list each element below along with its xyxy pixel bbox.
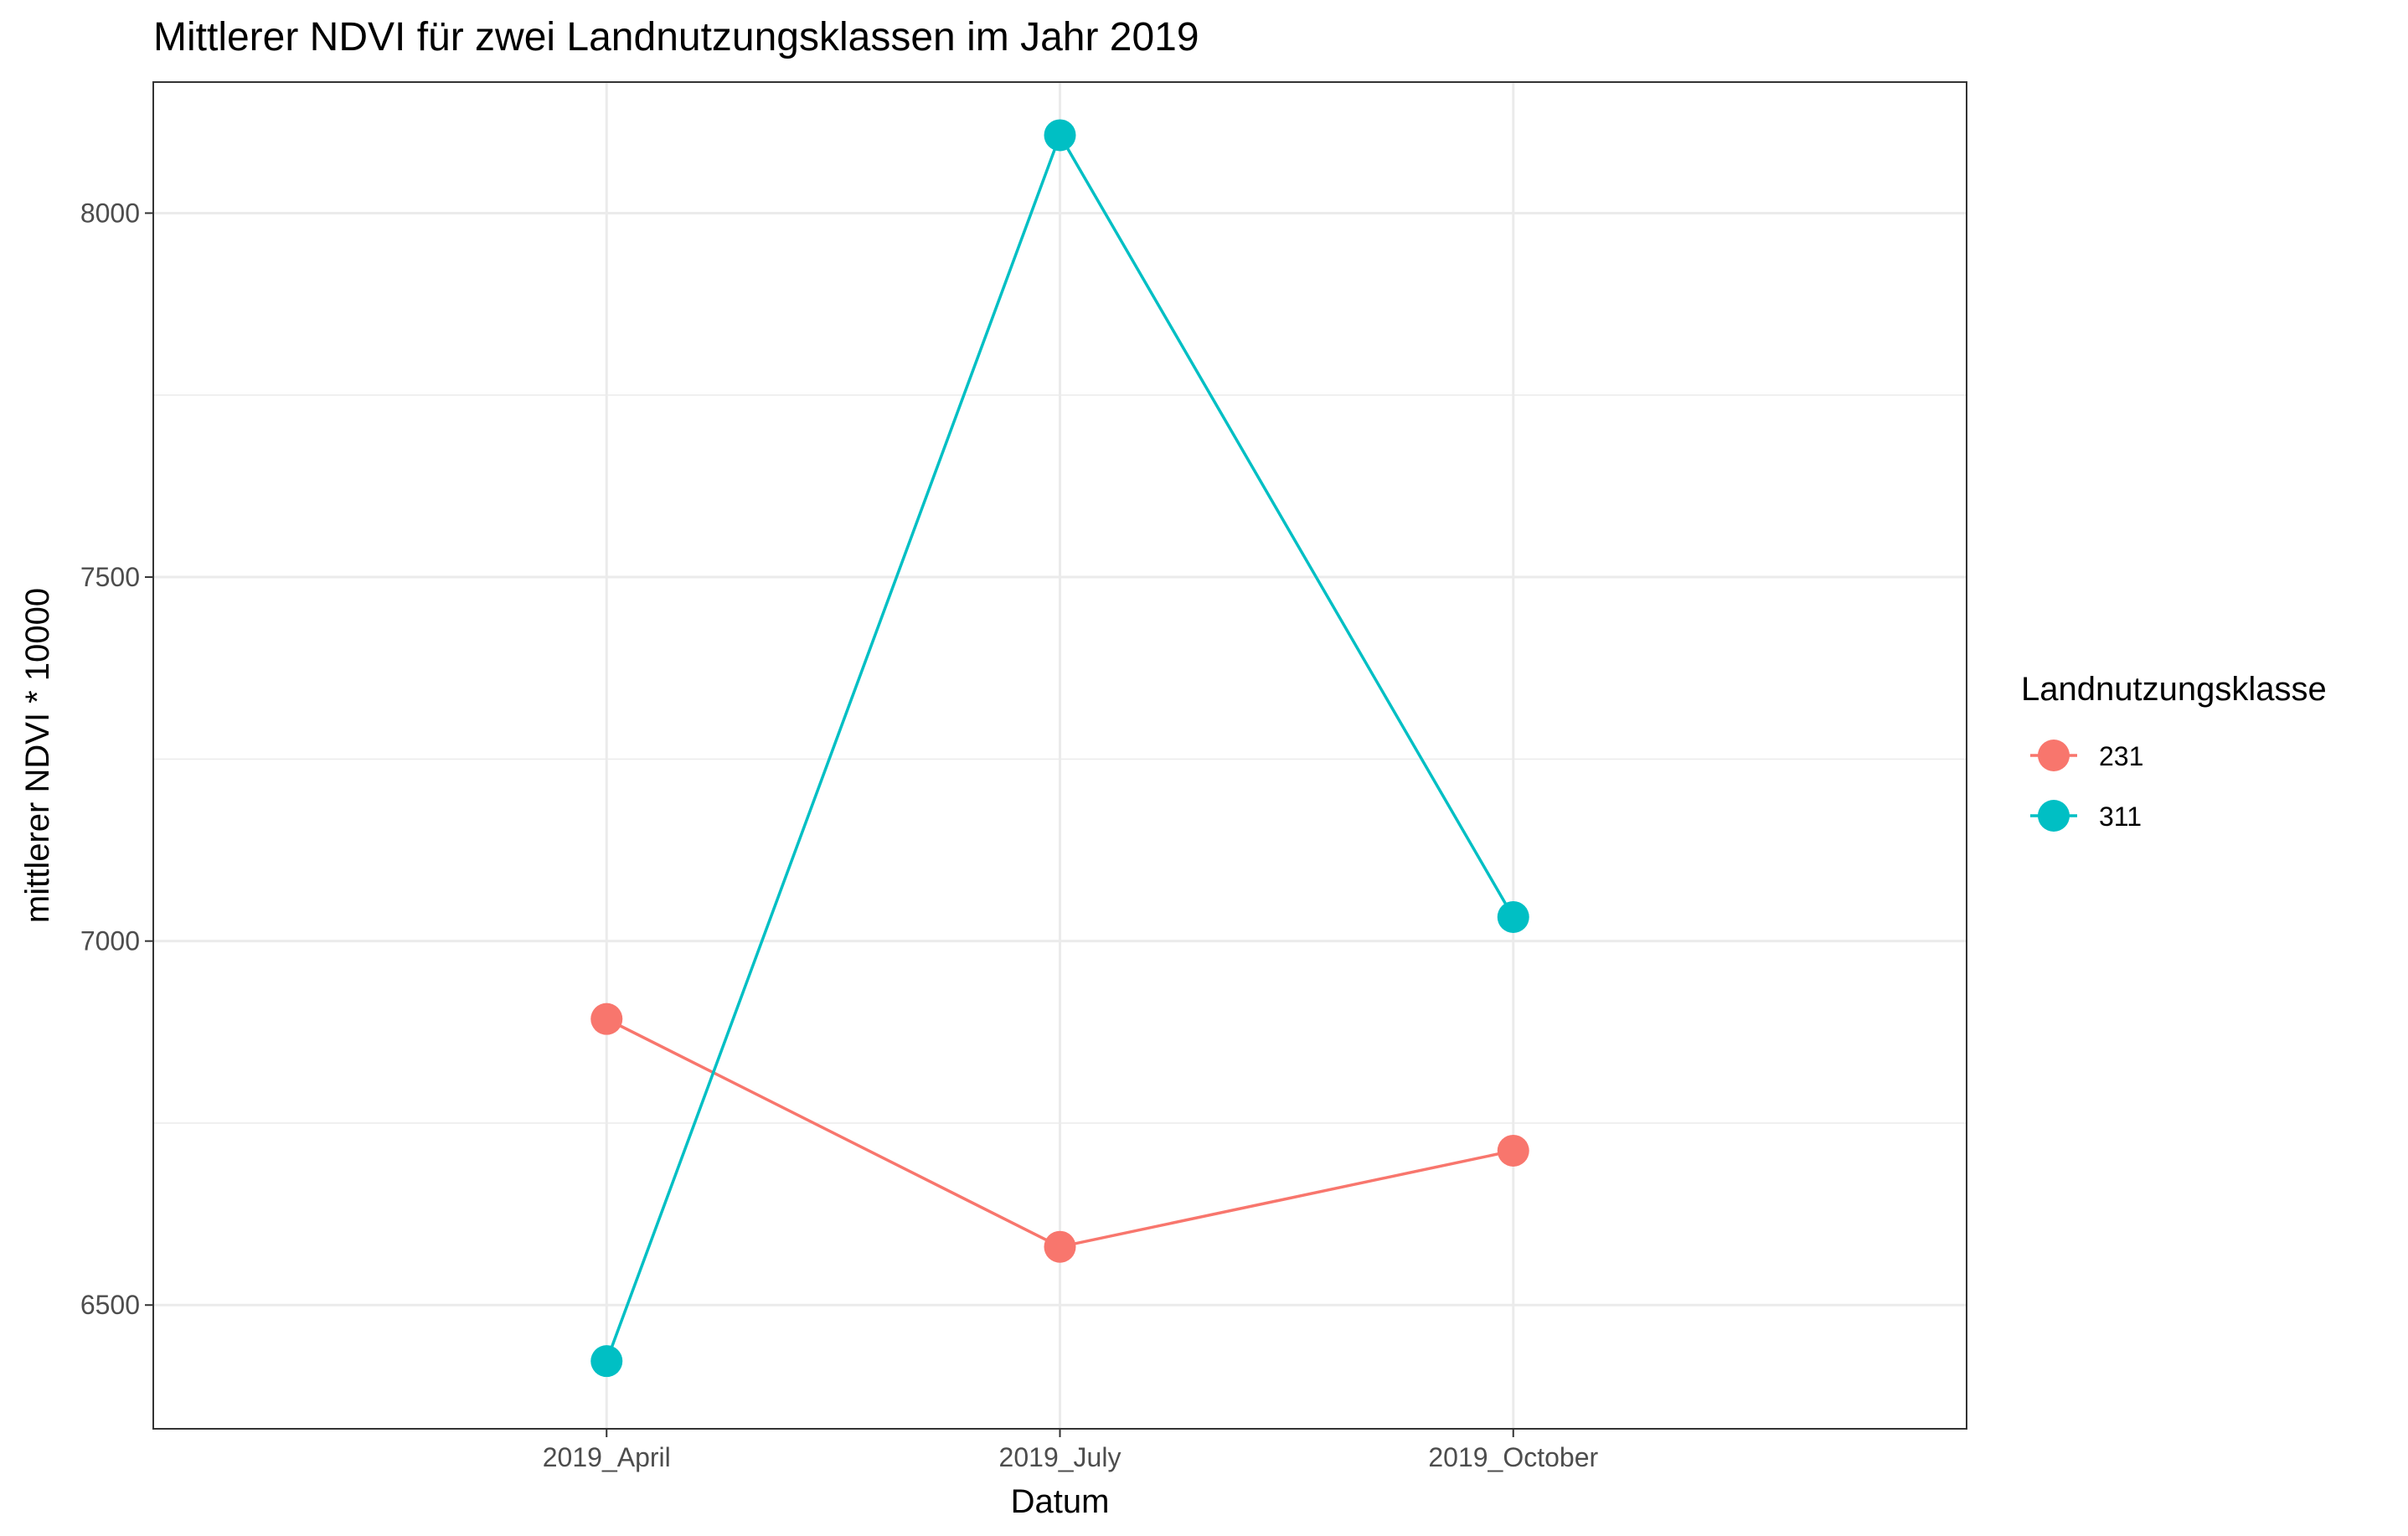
data-point-311 — [590, 1345, 623, 1378]
legend-label: 231 — [2099, 741, 2143, 771]
data-point-311 — [1497, 900, 1529, 933]
y-tick-label: 8000 — [80, 198, 140, 228]
data-point-231 — [1044, 1230, 1076, 1263]
grid-major — [153, 82, 1967, 1429]
chart-title: Mittlerer NDVI für zwei Landnutzungsklas… — [153, 15, 1199, 59]
legend-label: 311 — [2099, 802, 2142, 832]
x-axis-title: Datum — [1011, 1483, 1110, 1520]
y-axis: 6500 7000 7500 8000 — [80, 198, 153, 1320]
series-layer — [590, 119, 1529, 1378]
y-tick-label: 6500 — [80, 1290, 140, 1320]
x-tick-label: 2019_October — [1428, 1442, 1598, 1472]
legend-item: 311 — [2030, 800, 2142, 832]
legend-item: 231 — [2030, 740, 2143, 771]
legend: Landnutzungsklasse 231 311 — [2021, 671, 2327, 832]
legend-key-marker — [2038, 740, 2070, 771]
legend-title: Landnutzungsklasse — [2021, 671, 2327, 708]
data-point-231 — [590, 1003, 623, 1035]
y-tick-label: 7000 — [80, 926, 140, 956]
data-point-311 — [1044, 119, 1076, 152]
legend-key-marker — [2038, 800, 2070, 832]
x-axis: 2019_April 2019_July 2019_October — [543, 1429, 1599, 1472]
data-point-231 — [1497, 1134, 1529, 1167]
x-tick-label: 2019_April — [543, 1442, 671, 1472]
y-axis-title: mittlerer NDVI * 10000 — [19, 588, 56, 923]
x-tick-label: 2019_July — [999, 1442, 1121, 1472]
y-tick-label: 7500 — [80, 562, 140, 592]
